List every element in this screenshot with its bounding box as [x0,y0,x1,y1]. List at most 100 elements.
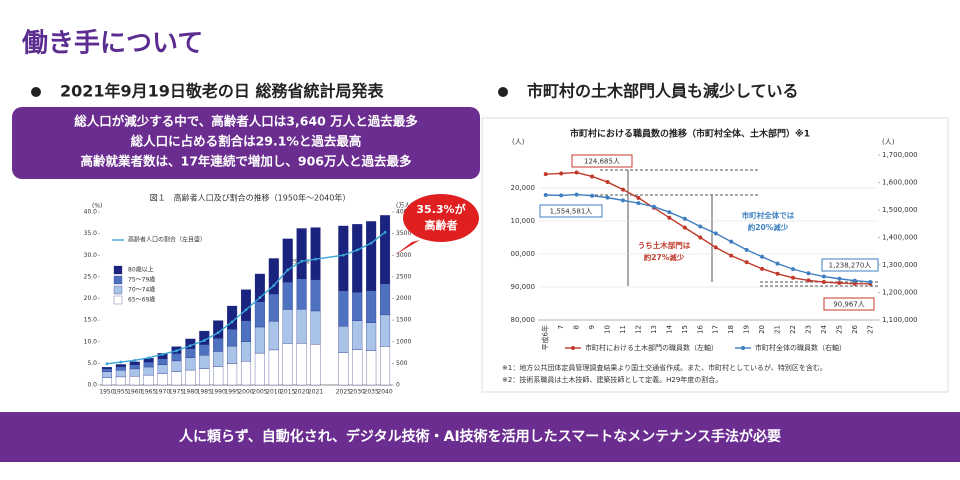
annotation-box [823,297,875,311]
y-tick-label: 20.0 [84,295,98,302]
x-tick-label: 15 [681,325,689,334]
x-tick-label: 2040 [377,389,392,396]
point [868,279,873,284]
x-tick-label: 12 [634,325,642,334]
bar-segment [129,368,140,377]
point [216,331,220,335]
series-line [106,231,386,365]
x-tick-label: 2010 [266,389,281,396]
point [605,180,610,185]
bar-segment [143,366,154,376]
bar-segment [227,345,238,364]
point [230,320,234,324]
point [543,172,548,177]
bar-segment [282,282,293,310]
bar-segment [171,371,182,386]
y-tick-label: 90,000 [511,283,536,291]
point [383,230,387,234]
bar-segment [338,352,349,386]
legend-swatch [113,275,123,285]
bar-segment [268,321,279,351]
bar-segment [227,329,238,347]
point [821,274,826,279]
x-tick-label: 1970 [155,389,170,396]
point [147,356,151,360]
point [188,344,192,348]
y2-tick-label: 1,700,000 [882,151,918,159]
y2-tick-label: 1500 [396,317,411,324]
point [636,195,641,200]
bar-segment [171,353,182,362]
point [105,362,109,366]
point [355,248,359,252]
bar-segment [268,349,279,386]
x-tick-label: 1995 [224,389,239,396]
y-axis-unit: (人) [512,138,525,146]
y2-tick-label: 1,600,000 [882,179,918,187]
y2-tick-label: 500 [396,360,408,367]
x-tick-label: 13 [650,325,658,334]
y-tick-label: 15.0 [84,317,98,324]
point [667,215,672,220]
bar-segment [143,374,154,386]
bar-segment [338,326,349,353]
point [133,358,137,362]
legend-label: 市町村における土木部門の職員数（左軸） [585,343,718,352]
bubble-text: 高齢者 [425,218,458,232]
point [791,267,795,272]
x-tick-label: 1990 [211,389,226,396]
y-tick-label: 00,000 [511,250,536,258]
x-tick-label: 20 [758,325,766,334]
legend-label: 70～74歳 [128,286,155,294]
banner-text: 人に頼らず、自動化され、デジタル技術・AI技術を活用したスマートなメンテナンス手… [179,428,781,445]
x-tick-label: 24 [820,324,828,333]
legend-label: 高齢者人口の割合（左目盛） [128,236,206,244]
bubble-text: 35.3%が [416,202,465,216]
callout-box [12,107,480,179]
bar-segment [227,363,238,386]
point [852,281,857,286]
x-tick-label: 2021 [308,389,323,396]
bar-segment [296,309,307,344]
bar-segment [129,361,140,365]
legend-swatch [113,285,123,295]
x-tick-label: 1960 [127,389,142,396]
point [729,253,734,258]
x-tick-label: 21 [774,325,782,334]
bar-segment [101,371,112,378]
bar-segment [352,320,363,350]
bubble [403,194,479,242]
point [713,231,718,236]
bar-segment [254,273,265,302]
y-tick-label: 0.0 [87,382,97,389]
bar-segment [199,368,210,386]
x-tick-label: 25 [835,325,843,334]
point [667,210,672,215]
bar-segment [352,349,363,386]
point [698,235,703,240]
point [244,308,248,312]
bar-segment [310,344,321,386]
bar-segment [296,343,307,386]
bar-segment [338,290,349,327]
point [574,192,579,197]
x-tick-label: 14 [665,324,673,333]
y2-tick-label: 1,300,000 [882,261,918,269]
x-tick-label: 1980 [183,389,198,396]
bar-segment [171,360,182,372]
bar-segment [296,278,307,310]
y-tick-label: 20,000 [511,184,536,192]
annotation-box [571,154,633,168]
bar-segment [199,344,210,356]
legend-swatch [571,346,575,350]
bar-segment [254,301,265,328]
x-tick-label: 8 [573,325,581,329]
y-tick-label: 25.0 [84,273,98,280]
point [837,276,842,281]
chart-title: 市町村における職員数の推移（市町村全体、土木部門）※1 [570,128,810,140]
bar-segment [185,357,196,371]
legend-swatch [113,295,123,305]
x-tick-label: 26 [851,324,859,333]
bullet [31,87,41,97]
bar-segment [296,228,307,279]
